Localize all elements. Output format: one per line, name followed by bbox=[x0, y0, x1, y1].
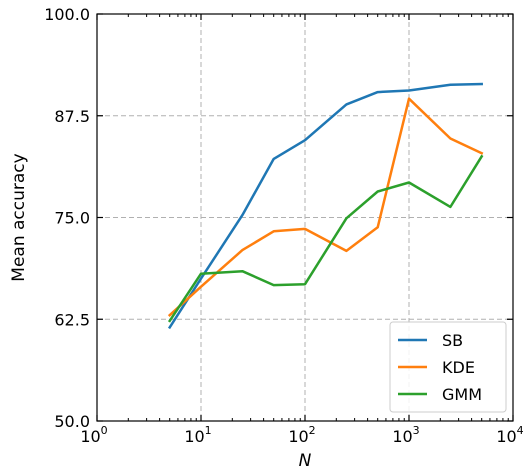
series-line-kde bbox=[167, 97, 484, 317]
x-tick-label: 102 bbox=[288, 424, 315, 446]
x-tick-label: 101 bbox=[184, 424, 211, 446]
series-line-gmm bbox=[167, 154, 484, 323]
legend-label-sb: SB bbox=[442, 331, 463, 350]
y-tick-label: 100.0 bbox=[44, 5, 90, 24]
y-tick-label: 62.5 bbox=[54, 310, 90, 329]
series-lines bbox=[167, 82, 484, 330]
x-axis-title: N bbox=[299, 451, 312, 471]
axis-ticks: 100 101 102 103 104 50.0 62.5 75.0 87.5 100.0 bbox=[44, 5, 523, 446]
x-tick-label: 100 bbox=[80, 424, 107, 446]
legend-label-kde: KDE bbox=[442, 358, 475, 377]
legend-box bbox=[389, 321, 507, 413]
y-tick-label: 87.5 bbox=[54, 107, 90, 126]
x-tick-label: 103 bbox=[392, 424, 419, 446]
y-tick-label: 50.0 bbox=[54, 412, 90, 431]
grid bbox=[97, 14, 513, 421]
y-tick-label: 75.0 bbox=[54, 209, 90, 228]
x-tick-label: 104 bbox=[496, 424, 523, 446]
series-line-sb bbox=[167, 82, 483, 330]
y-axis-title: Mean accuracy bbox=[9, 153, 29, 281]
legend: SB KDE GMM bbox=[389, 321, 507, 413]
legend-label-gmm: GMM bbox=[442, 385, 482, 404]
